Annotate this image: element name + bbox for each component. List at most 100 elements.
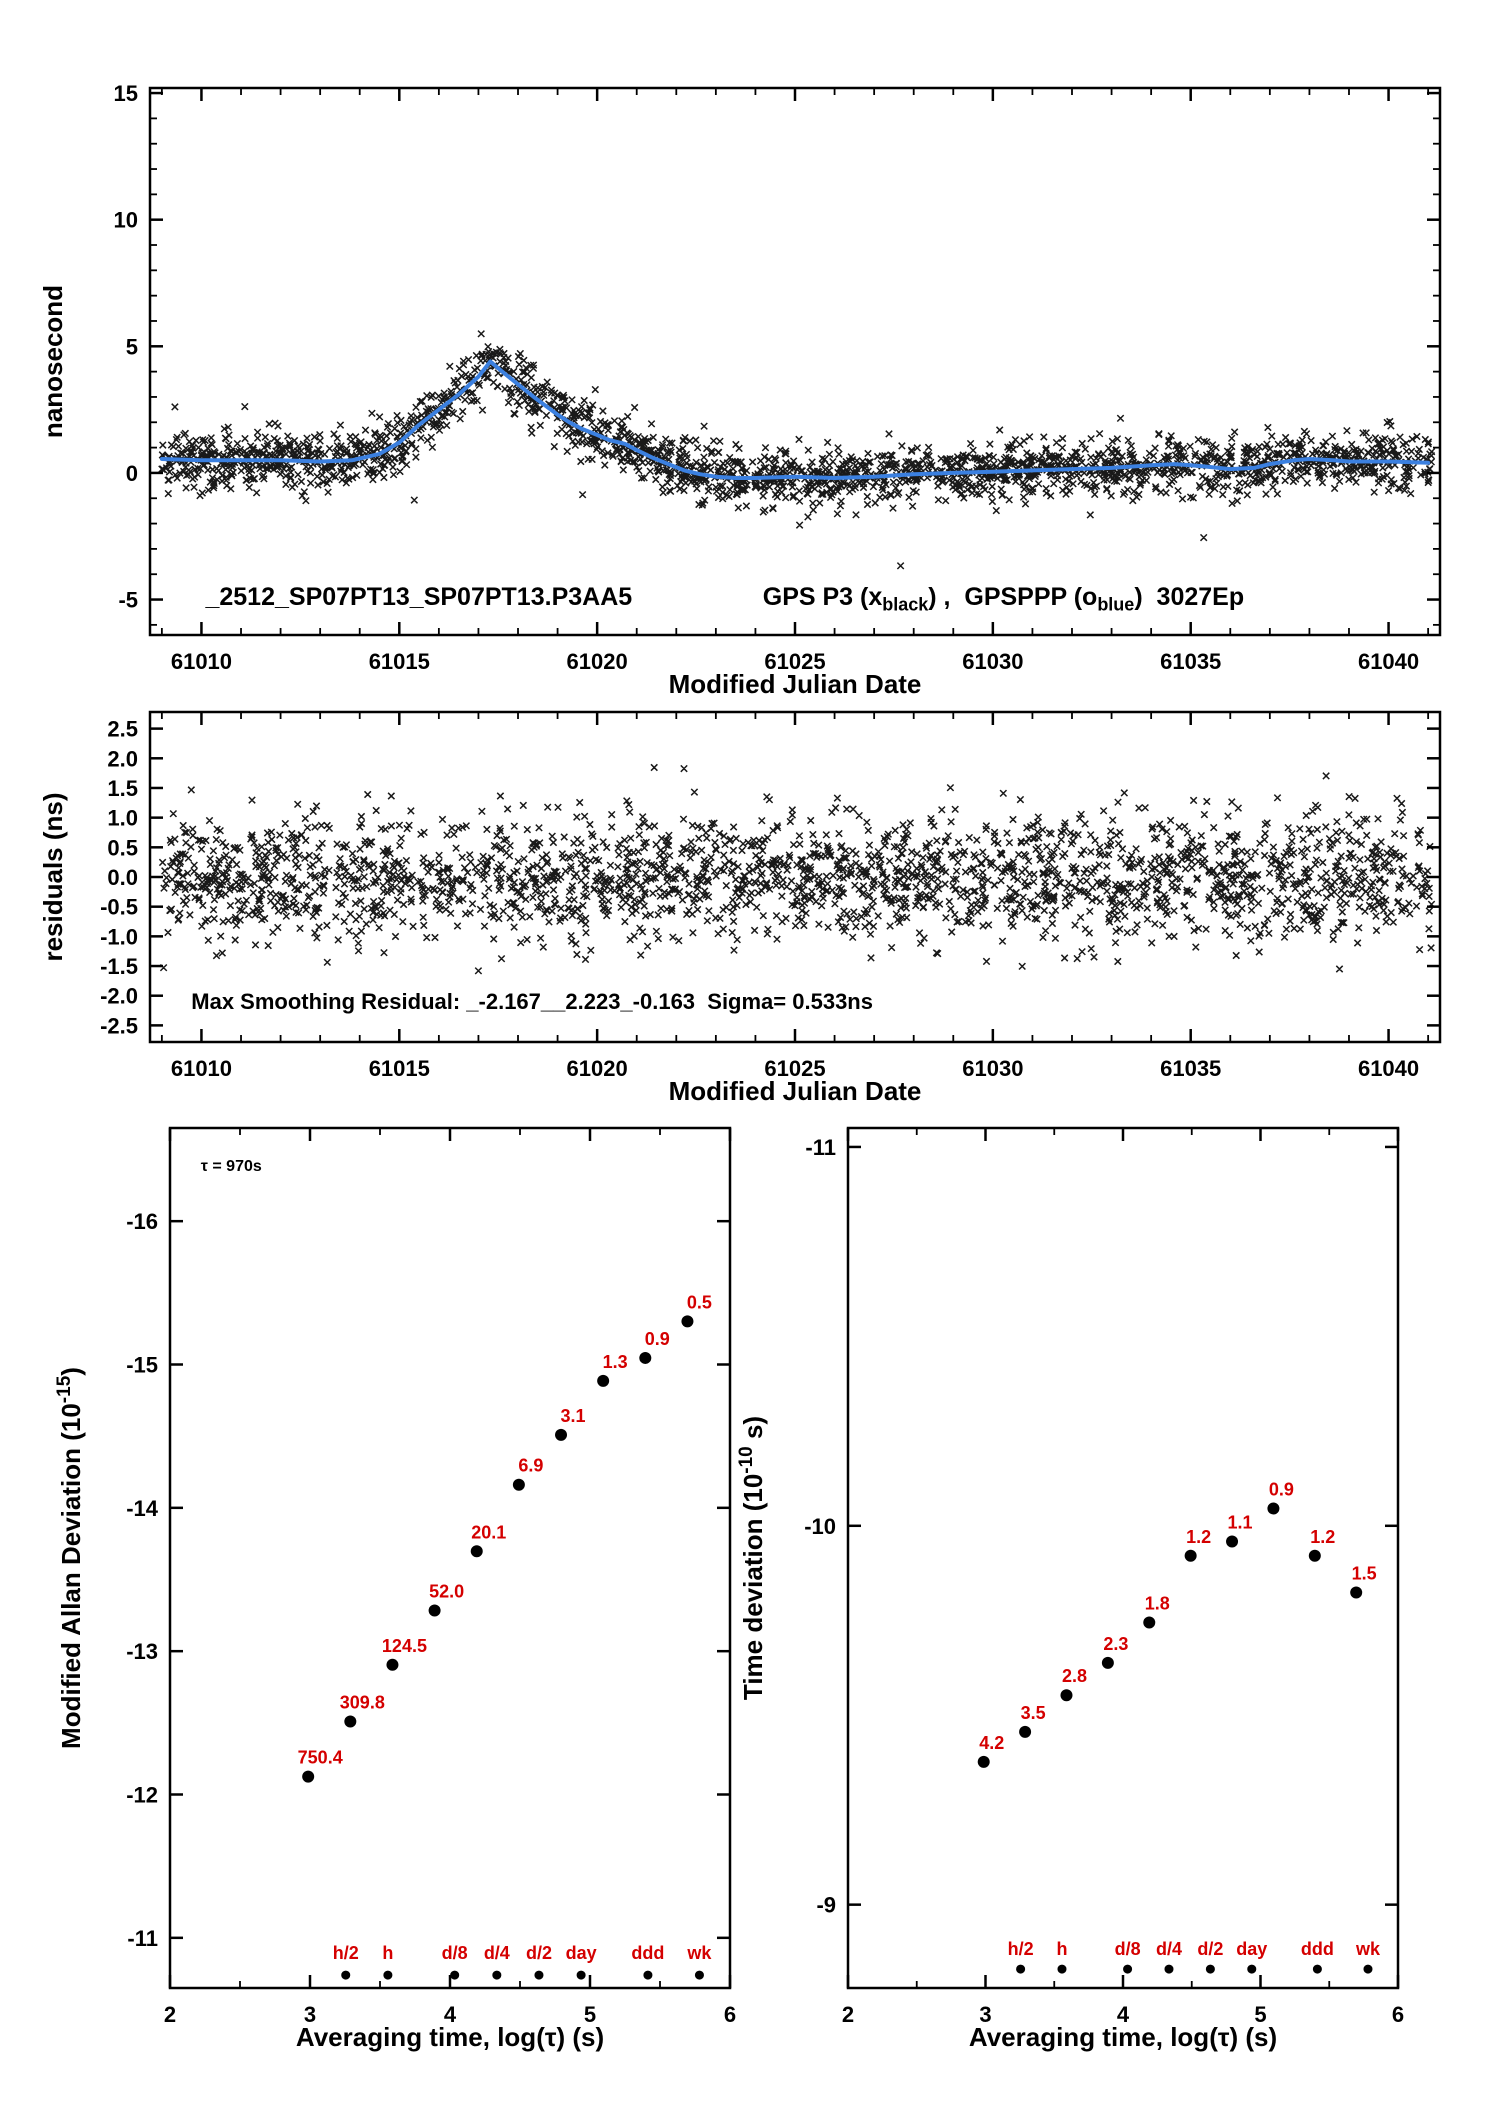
y-tick-label: 1.5	[107, 776, 138, 801]
deviation-point	[428, 1604, 441, 1617]
x-tick-label: 61020	[567, 1056, 628, 1081]
x-tick-label: 4	[1117, 2002, 1130, 2027]
x-tick-label: 2	[164, 2002, 176, 2027]
x-tick-label: 5	[1254, 2002, 1266, 2027]
x-tick-label: 6	[724, 2002, 736, 2027]
x-tick-label: 3	[304, 2002, 316, 2027]
y-tick-label: -12	[126, 1783, 158, 1808]
y-tick-label: -13	[126, 1639, 158, 1664]
tau-marker	[576, 1970, 586, 1980]
y-tick-label: -16	[126, 1209, 158, 1234]
tau-marker	[534, 1970, 544, 1980]
tau-label: ddd	[1301, 1939, 1334, 1959]
x-tick-label: 61010	[171, 1056, 232, 1081]
deviation-point	[555, 1428, 568, 1441]
y-tick-label: -1.5	[100, 954, 138, 979]
deviation-value-label: 0.9	[645, 1329, 670, 1349]
x-axis-label: Averaging time, log(τ) (s)	[969, 2022, 1277, 2052]
y-tick-label: -0.5	[100, 895, 138, 920]
tau-marker	[1205, 1964, 1215, 1974]
tau-marker	[450, 1970, 460, 1980]
deviation-point	[1060, 1689, 1073, 1702]
y-tick-label: -2.5	[100, 1013, 138, 1038]
x-tick-label: 4	[444, 2002, 457, 2027]
x-tick-label: 61015	[369, 649, 430, 674]
tau-label: day	[1236, 1939, 1267, 1959]
y-tick-label: 10	[114, 208, 138, 233]
y-tick-label: -14	[126, 1496, 159, 1521]
y-tick-label: 0.5	[107, 835, 138, 860]
tau-label: d/8	[442, 1943, 468, 1963]
annotation: GPS P3 (xblack) , GPSPPP (oblue) 3027Ep	[763, 583, 1244, 615]
y-tick-label: -15	[126, 1353, 158, 1378]
y-tick-label: -10	[804, 1514, 836, 1539]
tau-marker	[1312, 1964, 1322, 1974]
deviation-value-label: 1.1	[1228, 1512, 1253, 1532]
y-tick-label: 1.0	[107, 806, 138, 831]
deviation-point	[470, 1545, 483, 1558]
y-tick-label: -11	[805, 1135, 836, 1160]
y-tick-label: 2.0	[107, 746, 138, 771]
y-tick-label: 5	[126, 334, 138, 359]
y-tick-label: -9	[816, 1893, 836, 1918]
tau-label: d/4	[484, 1943, 510, 1963]
deviation-point	[597, 1374, 610, 1387]
scatter-markers	[158, 763, 1436, 975]
x-tick-label: 3	[979, 2002, 991, 2027]
tau-label: wk	[1355, 1939, 1381, 1959]
annotation: τ = 970s	[201, 1158, 262, 1175]
deviation-value-label: 0.9	[1269, 1479, 1294, 1499]
deviation-point	[1350, 1586, 1363, 1599]
x-tick-label: 61035	[1160, 1056, 1221, 1081]
tau-marker	[383, 1970, 393, 1980]
x-tick-label: 6	[1392, 2002, 1404, 2027]
tau-marker	[492, 1970, 502, 1980]
tau-label: d/4	[1156, 1939, 1182, 1959]
tau-label: h	[382, 1943, 393, 1963]
y-axis-label: Modified Allan Deviation (10-15)	[54, 1367, 86, 1749]
x-tick-label: 61020	[567, 649, 628, 674]
deviation-point	[977, 1755, 990, 1768]
deviation-value-label: 52.0	[429, 1581, 464, 1601]
y-tick-label: 0.0	[107, 865, 138, 890]
deviation-value-label: 1.2	[1310, 1527, 1335, 1547]
tau-label: wk	[686, 1943, 712, 1963]
tau-label: d/2	[526, 1943, 552, 1963]
tau-marker	[341, 1970, 351, 1980]
tau-marker	[1363, 1964, 1373, 1974]
deviation-point	[302, 1770, 315, 1783]
annotation: _2512_SP07PT13_SP07PT13.P3AA5	[204, 583, 632, 611]
deviation-value-label: 4.2	[979, 1733, 1004, 1753]
deviation-value-label: 309.8	[340, 1693, 385, 1713]
y-tick-label: -5	[118, 588, 138, 613]
deviation-point	[344, 1715, 357, 1728]
y-tick-label: -1.0	[100, 924, 138, 949]
deviation-point	[1267, 1502, 1280, 1515]
deviation-value-label: 6.9	[518, 1456, 543, 1476]
y-tick-label: 0	[126, 461, 138, 486]
deviation-point	[1101, 1656, 1114, 1669]
tau-label: day	[566, 1943, 597, 1963]
x-tick-label: 61025	[764, 1056, 825, 1081]
plot-frame	[846, 1126, 1400, 1990]
x-axis-label: Averaging time, log(τ) (s)	[296, 2022, 604, 2052]
y-tick-label: -11	[127, 1926, 158, 1951]
y-tick-label: 2.5	[107, 717, 138, 742]
deviation-value-label: 3.5	[1021, 1703, 1046, 1723]
deviation-value-label: 1.3	[603, 1352, 628, 1372]
deviation-value-label: 3.1	[561, 1406, 586, 1426]
deviation-point	[1184, 1549, 1197, 1562]
plot-frame	[148, 710, 1442, 1044]
x-tick-label: 61035	[1160, 649, 1221, 674]
deviation-point	[386, 1658, 399, 1671]
x-tick-label: 61030	[962, 1056, 1023, 1081]
deviation-value-label: 0.5	[687, 1292, 712, 1312]
plot-frame	[148, 86, 1442, 637]
tau-label: d/2	[1197, 1939, 1223, 1959]
x-axis-label: Modified Julian Date	[669, 669, 922, 699]
deviation-value-label: 1.2	[1186, 1527, 1211, 1547]
x-tick-label: 2	[842, 2002, 854, 2027]
deviation-point	[639, 1351, 652, 1364]
